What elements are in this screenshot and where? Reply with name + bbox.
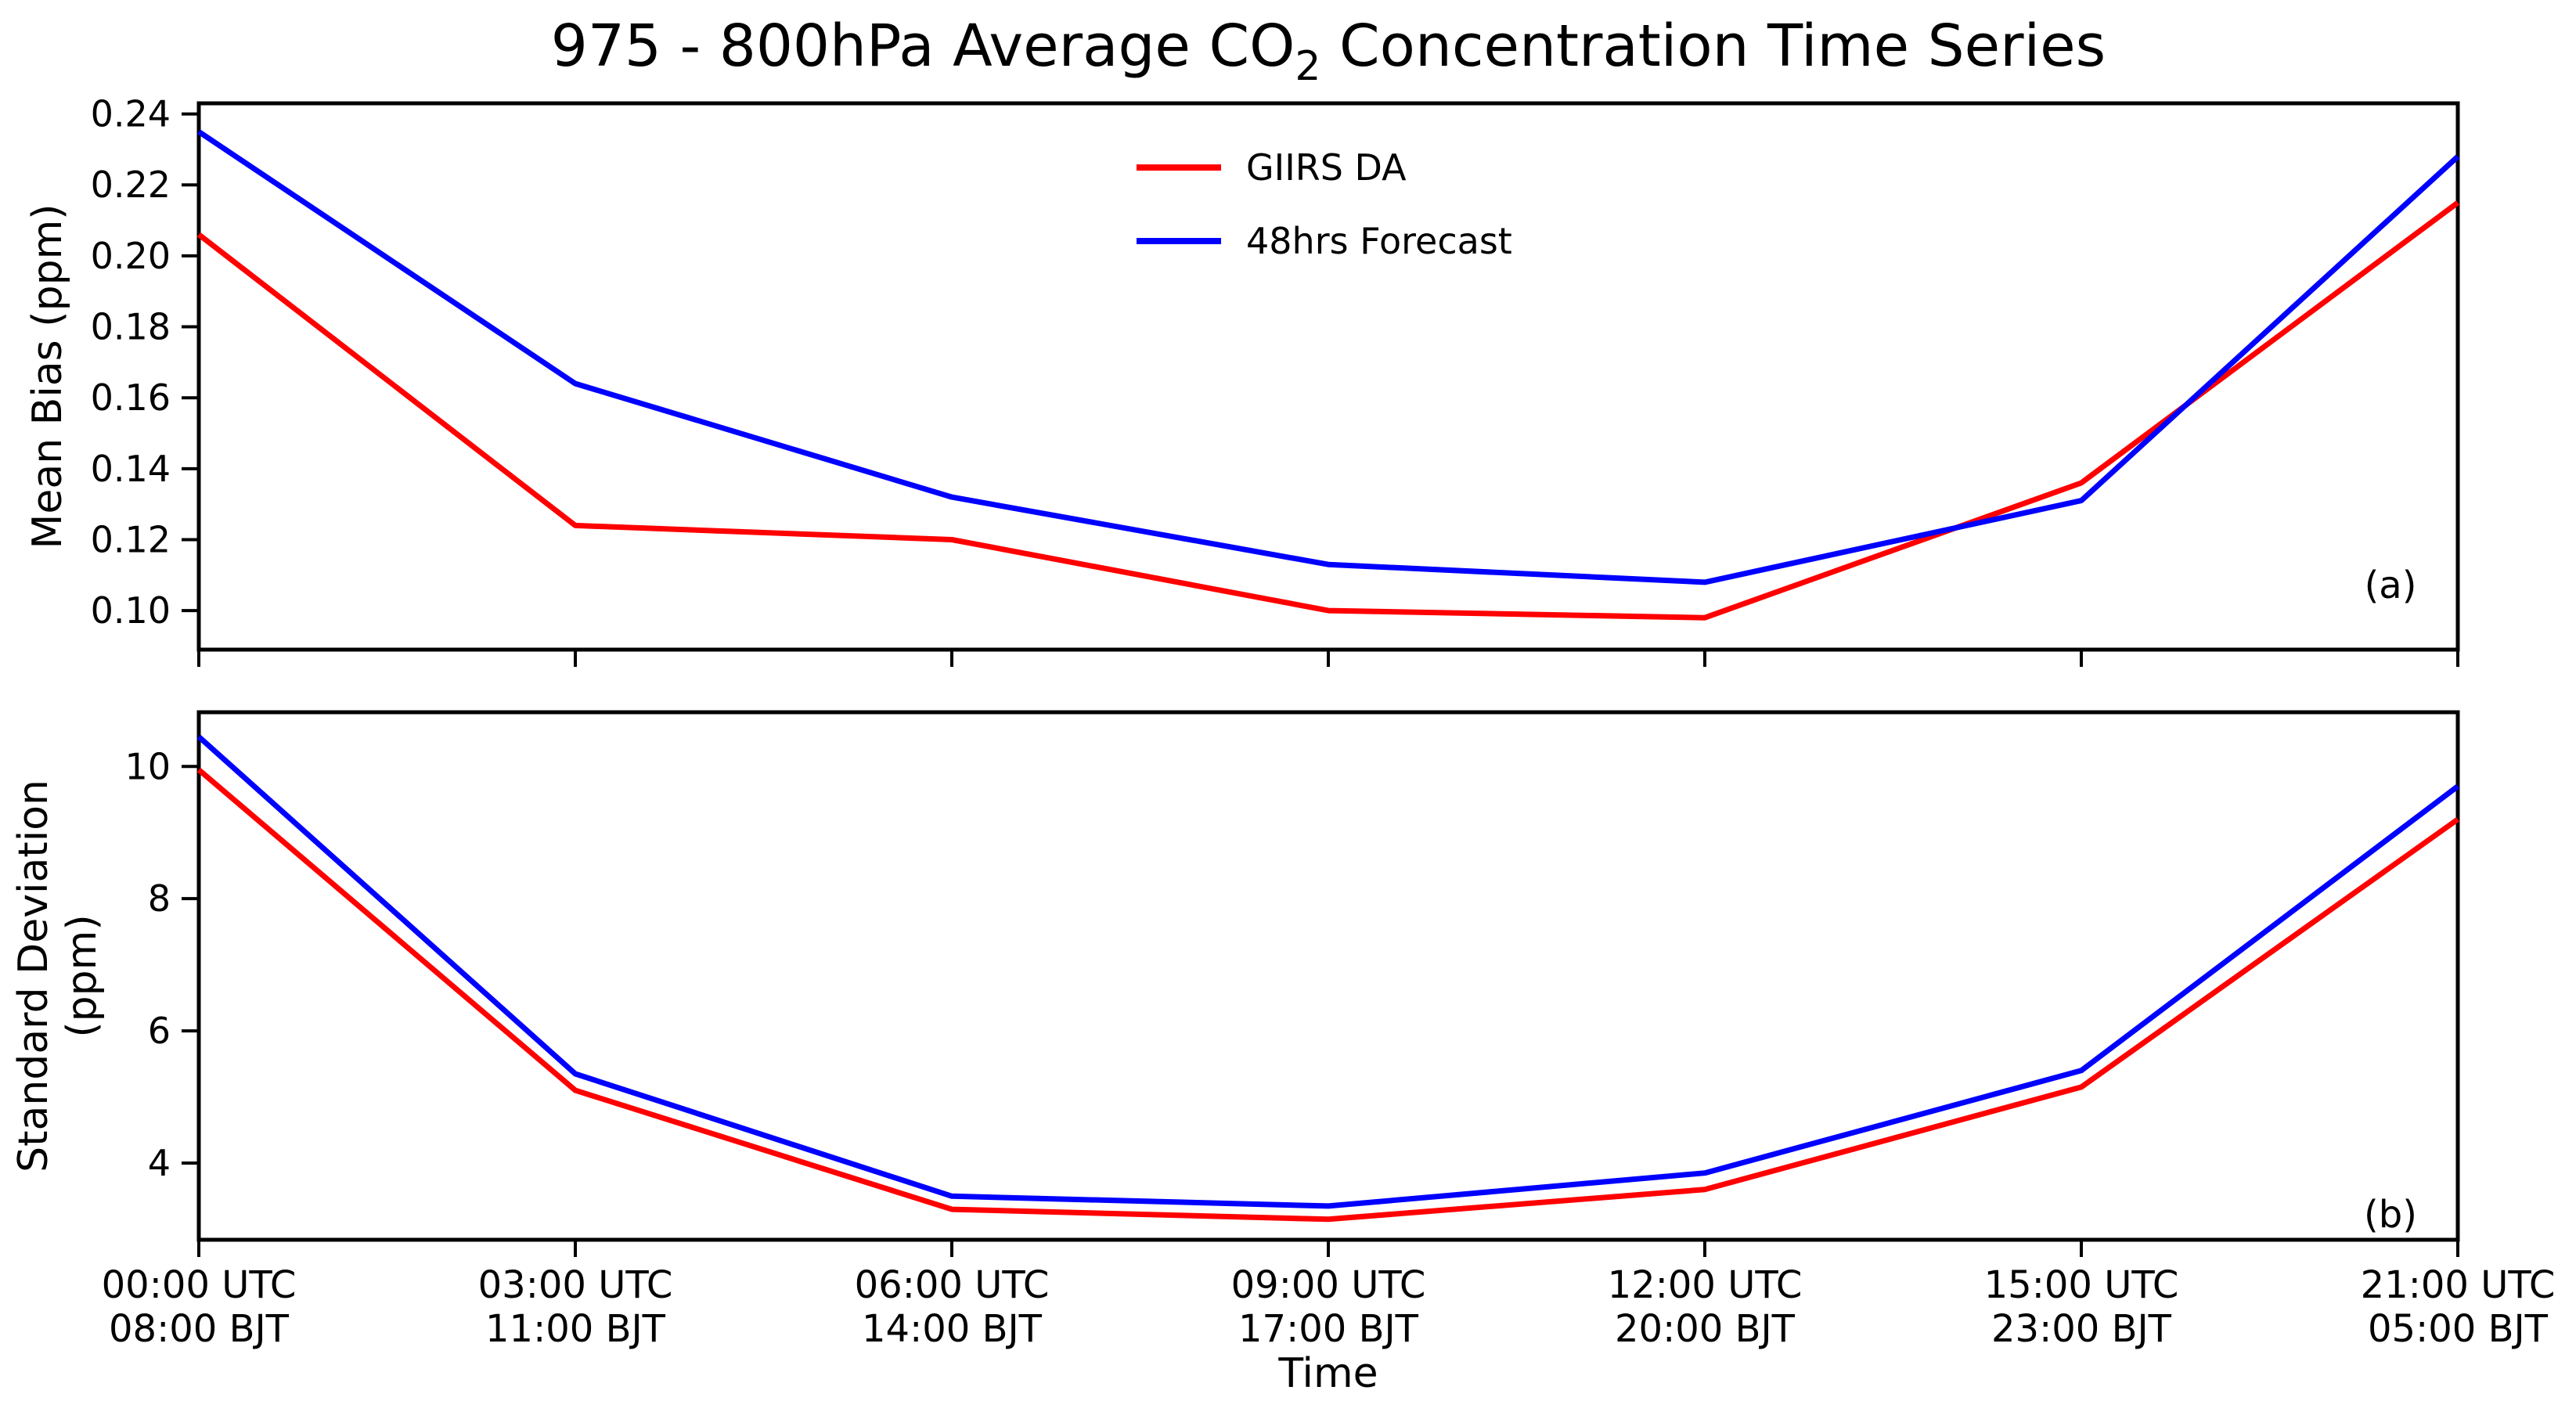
panel-std-deviation: 4 6 8 10 Standard Deviation (ppm) (b) <box>10 710 2460 1257</box>
y-axis-label: (ppm) <box>59 914 106 1037</box>
y-tick-label: 8 <box>148 877 171 920</box>
x-tick-label-utc: 00:00 UTC <box>102 1263 297 1307</box>
x-tick-label-bjt: 20:00 BJT <box>1615 1307 1796 1351</box>
x-axis-title: Time <box>1277 1350 1378 1397</box>
y-tick-label: 6 <box>148 1010 171 1052</box>
x-tick-label-utc: 21:00 UTC <box>2361 1263 2556 1307</box>
legend-entry: 48hrs Forecast <box>1137 220 1512 262</box>
y-tick-label: 0.24 <box>91 93 171 135</box>
x-tick-label-utc: 06:00 UTC <box>855 1263 1050 1307</box>
panel-mean-bias: 0.10 0.12 0.14 0.16 0.18 0.20 0.22 0.24 Mean Bia… <box>24 93 2460 667</box>
x-tick-label-utc: 15:00 UTC <box>1984 1263 2179 1307</box>
x-tick-label-bjt: 17:00 BJT <box>1238 1307 1419 1351</box>
x-tick-label-bjt: 23:00 BJT <box>1991 1307 2172 1351</box>
chart-title-suffix: Concentration Time Series <box>1320 13 2106 80</box>
x-tick-label-utc: 03:00 UTC <box>478 1263 673 1307</box>
y-axis-label: Mean Bias (ppm) <box>24 203 71 549</box>
y-tick-label: 0.16 <box>91 376 171 419</box>
y-tick-label: 10 <box>124 745 171 787</box>
legend-label: 48hrs Forecast <box>1246 220 1512 262</box>
series-line-giirs-da <box>196 767 2460 1223</box>
x-tick-label-bjt: 08:00 BJT <box>109 1307 290 1351</box>
axes-frame <box>196 710 2460 1242</box>
y-tick-label: 0.10 <box>91 589 171 632</box>
y-tick-label: 4 <box>148 1142 171 1184</box>
chart-title-prefix: 975 - 800hPa Average CO <box>551 13 1295 80</box>
y-tick-label: 0.18 <box>91 306 171 348</box>
y-tick-label: 0.12 <box>91 518 171 560</box>
chart-title: 975 - 800hPa Average CO2 Concentration T… <box>551 13 2106 90</box>
x-tick-label-bjt: 05:00 BJT <box>2368 1307 2549 1351</box>
series-line-giirs-da <box>196 200 2460 621</box>
x-tick-label-bjt: 11:00 BJT <box>485 1307 666 1351</box>
x-tick-label-utc: 09:00 UTC <box>1231 1263 1426 1307</box>
y-tick-label: 0.20 <box>91 235 171 277</box>
series-line-48hrs-forecast <box>197 129 2460 585</box>
legend-entry: GIIRS DA <box>1137 146 1407 189</box>
x-tick-label-utc: 12:00 UTC <box>1608 1263 1803 1307</box>
panel-label-b: (b) <box>2364 1193 2417 1237</box>
x-tick-label-bjt: 14:00 BJT <box>862 1307 1043 1351</box>
co2-subscript: 2 <box>1295 43 1320 90</box>
legend-label: GIIRS DA <box>1246 146 1407 189</box>
legend: GIIRS DA 48hrs Forecast <box>1137 146 1512 262</box>
y-axis-label: Standard Deviation <box>10 780 57 1172</box>
y-tick-label: 0.22 <box>91 164 171 206</box>
series-line-48hrs-forecast <box>196 734 2460 1209</box>
panel-label-a: (a) <box>2365 564 2417 607</box>
y-tick-label: 0.14 <box>91 448 171 490</box>
